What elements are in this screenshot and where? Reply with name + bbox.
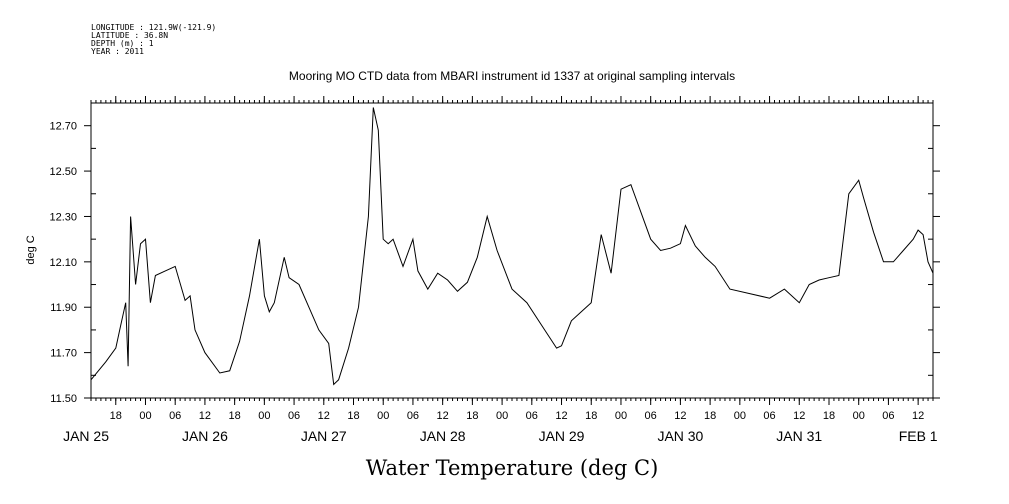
metadata-line: LONGITUDE : 121.9W(-121.9) xyxy=(91,23,216,32)
plot-frame xyxy=(90,102,934,399)
x-day-label: JAN 27 xyxy=(301,428,347,444)
x-day-label: JAN 29 xyxy=(539,428,585,444)
x-hour-tick-label: 00 xyxy=(377,410,389,422)
metadata-line: LATITUDE : 36.8N xyxy=(91,31,168,40)
x-hour-tick-label: 18 xyxy=(585,410,597,422)
x-hour-tick-label: 06 xyxy=(169,410,181,422)
x-hour-tick-label: 06 xyxy=(407,410,419,422)
y-axis: 11.50 11.70 11.90 12.10 12.30 12.50 12.70 xyxy=(49,121,940,405)
x-hour-tick-label: 06 xyxy=(882,410,894,422)
x-hour-tick-label: 06 xyxy=(526,410,538,422)
x-day-label: FEB 1 xyxy=(899,428,938,444)
x-day-label: JAN 31 xyxy=(776,428,822,444)
x-hour-tick-label: 18 xyxy=(704,410,716,422)
x-hour-tick-label: 00 xyxy=(853,410,865,422)
x-hour-tick-label: 12 xyxy=(437,410,449,422)
x-axis: 18 00 06 12 18 00 06 12 18 00 06 12 18 00 06 12 18 00 06 12… xyxy=(63,96,938,444)
x-day-label: JAN 28 xyxy=(420,428,466,444)
x-hour-tick-label: 12 xyxy=(318,410,330,422)
x-hour-tick-label: 00 xyxy=(139,410,151,422)
x-hour-tick-label: 00 xyxy=(734,410,746,422)
metadata-line: DEPTH (m) : 1 xyxy=(91,39,154,48)
metadata-block: LONGITUDE : 121.9W(-121.9)LATITUDE : 36.… xyxy=(91,23,216,56)
x-hour-tick-label: 12 xyxy=(793,410,805,422)
y-tick-label: 11.70 xyxy=(50,348,77,360)
x-hour-tick-label: 18 xyxy=(466,410,478,422)
y-tick-label: 11.90 xyxy=(50,302,77,314)
x-hour-tick-label: 18 xyxy=(823,410,835,422)
x-hour-tick-label: 00 xyxy=(615,410,627,422)
y-tick-label: 11.50 xyxy=(50,393,77,405)
x-hour-tick-label: 06 xyxy=(288,410,300,422)
x-hour-tick-label: 12 xyxy=(199,410,211,422)
series-line-water-temperature xyxy=(90,107,934,386)
x-hour-tick-label: 12 xyxy=(912,410,924,422)
x-hour-tick-label: 18 xyxy=(110,410,122,422)
x-hour-tick-label: 00 xyxy=(258,410,270,422)
chart-title: Mooring MO CTD data from MBARI instrumen… xyxy=(289,69,735,83)
x-axis-title: Water Temperature (deg C) xyxy=(366,456,659,480)
x-hour-tick-label: 12 xyxy=(674,410,686,422)
y-tick-label: 12.70 xyxy=(49,121,77,133)
y-tick-label: 12.50 xyxy=(49,166,77,178)
x-hour-tick-label: 06 xyxy=(645,410,657,422)
y-axis-label: deg C xyxy=(25,235,37,264)
y-tick-label: 12.10 xyxy=(49,257,77,269)
x-hour-tick-label: 00 xyxy=(496,410,508,422)
y-tick-label: 12.30 xyxy=(49,211,77,223)
x-hour-tick-label: 18 xyxy=(347,410,359,422)
x-hour-tick-label: 12 xyxy=(555,410,567,422)
x-hour-tick-label: 18 xyxy=(229,410,241,422)
minor-ticks xyxy=(90,100,934,401)
metadata-line: YEAR : 2011 xyxy=(91,47,144,56)
x-day-label: JAN 30 xyxy=(657,428,703,444)
x-day-label: JAN 25 xyxy=(63,428,109,444)
x-hour-tick-label: 06 xyxy=(763,410,775,422)
x-day-label: JAN 26 xyxy=(182,428,228,444)
